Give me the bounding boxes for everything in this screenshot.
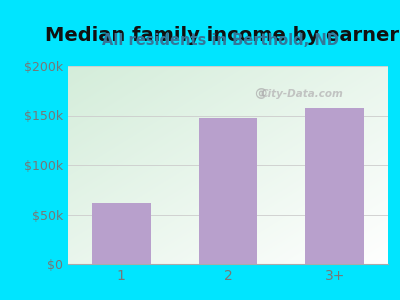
- Text: @: @: [254, 87, 266, 100]
- Bar: [92, 202, 151, 264]
- Title: Median family income by earners: Median family income by earners: [45, 26, 400, 45]
- Bar: [305, 108, 364, 264]
- Text: City-Data.com: City-Data.com: [260, 89, 343, 99]
- Text: All residents in Berthold, ND: All residents in Berthold, ND: [102, 33, 338, 48]
- Bar: [199, 118, 257, 264]
